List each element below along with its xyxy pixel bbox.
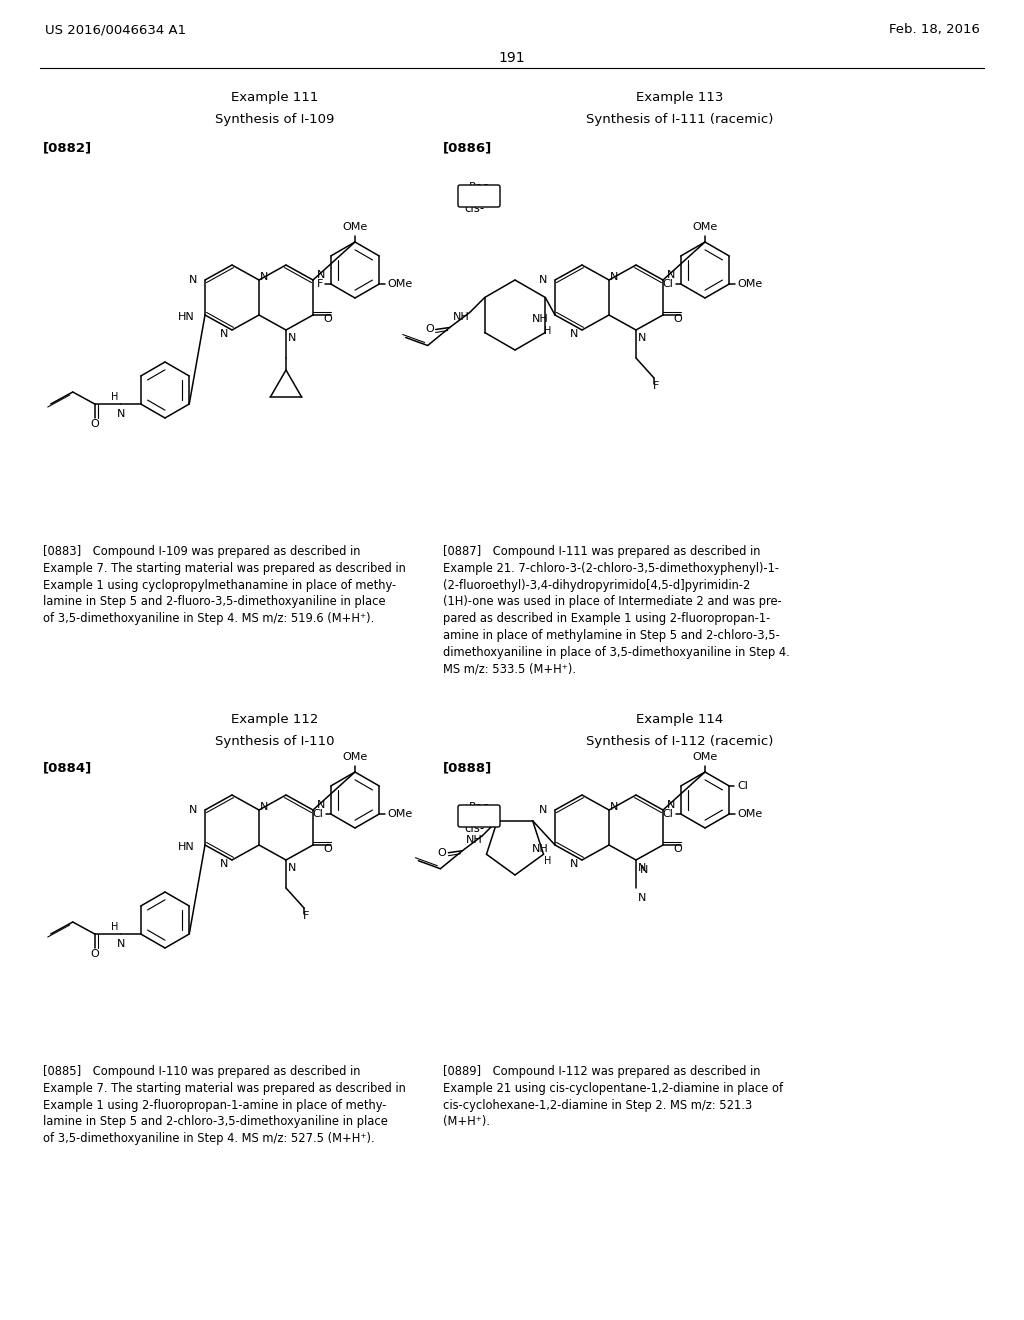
Text: Cl: Cl [312,809,323,818]
Text: NH: NH [532,843,549,854]
Text: US 2016/0046634 A1: US 2016/0046634 A1 [45,24,186,37]
Text: [0885] Compound I-110 was prepared as described in
Example 7. The starting mater: [0885] Compound I-110 was prepared as de… [43,1065,406,1146]
Text: N: N [539,805,547,814]
Text: O: O [323,314,332,323]
Text: OMe: OMe [692,752,718,762]
Text: Cl: Cl [737,781,749,791]
Text: Cl: Cl [662,279,673,289]
Text: N: N [569,859,578,869]
Text: Synthesis of I-111 (racemic): Synthesis of I-111 (racemic) [587,114,774,127]
Text: cis-: cis- [464,202,484,214]
Text: Rac: Rac [469,803,489,812]
Text: HN: HN [178,842,195,851]
Text: 191: 191 [499,51,525,65]
Text: Synthesis of I-110: Synthesis of I-110 [215,735,335,748]
Text: N: N [117,409,125,418]
FancyBboxPatch shape [458,805,500,828]
Text: Example 113: Example 113 [636,91,724,104]
Text: N: N [667,800,676,810]
Text: [0884]: [0884] [43,762,92,775]
Text: N: N [638,863,646,873]
Text: N: N [640,865,648,875]
Text: Cl: Cl [662,809,673,818]
Text: OMe: OMe [342,752,368,762]
Text: F: F [303,911,309,921]
Text: OMe: OMe [342,222,368,232]
Text: F: F [316,279,323,289]
Text: H: H [112,392,119,403]
Text: O: O [323,843,332,854]
Text: N: N [539,275,547,285]
Text: H: H [112,921,119,932]
Text: OMe: OMe [387,809,413,818]
Text: N: N [188,275,197,285]
Text: N: N [260,272,268,282]
Text: OMe: OMe [692,222,718,232]
Text: N: N [288,333,296,343]
Text: H: H [544,855,551,866]
Text: O: O [437,847,446,858]
Text: Synthesis of I-109: Synthesis of I-109 [215,114,335,127]
Text: O: O [673,843,682,854]
Text: N: N [569,329,578,339]
Text: NH: NH [532,314,549,323]
Text: Rac: Rac [469,182,489,191]
Text: N: N [260,803,268,812]
Text: F: F [653,381,659,391]
FancyBboxPatch shape [458,185,500,207]
Text: N: N [610,272,618,282]
Text: Example 112: Example 112 [231,714,318,726]
Text: NH: NH [453,312,470,322]
Text: [0889] Compound I-112 was prepared as described in
Example 21 using cis-cyclopen: [0889] Compound I-112 was prepared as de… [443,1065,783,1129]
Text: N: N [667,271,676,280]
Text: cis-: cis- [464,821,484,834]
Text: O: O [425,325,434,334]
Text: H: H [544,326,551,337]
Text: N: N [288,863,296,873]
Text: O: O [90,949,99,960]
Text: Synthesis of I-112 (racemic): Synthesis of I-112 (racemic) [587,735,774,748]
Text: Feb. 18, 2016: Feb. 18, 2016 [889,24,980,37]
Text: N: N [117,939,125,949]
Text: N: N [188,805,197,814]
Text: OMe: OMe [387,279,413,289]
Text: N: N [219,329,228,339]
Text: O: O [673,314,682,323]
Text: [0886]: [0886] [443,141,493,154]
Text: OMe: OMe [737,809,763,818]
Text: N: N [219,859,228,869]
Text: [0888]: [0888] [443,762,493,775]
Text: NH: NH [466,834,482,845]
Text: [0887] Compound I-111 was prepared as described in
Example 21. 7-chloro-3-(2-chl: [0887] Compound I-111 was prepared as de… [443,545,790,676]
Text: N: N [610,803,618,812]
Text: Example 114: Example 114 [636,714,724,726]
Text: OMe: OMe [737,279,763,289]
Text: N: N [317,800,326,810]
Text: [0882]: [0882] [43,141,92,154]
Text: N: N [317,271,326,280]
Text: [0883] Compound I-109 was prepared as described in
Example 7. The starting mater: [0883] Compound I-109 was prepared as de… [43,545,406,626]
Text: N: N [638,894,646,903]
Text: Example 111: Example 111 [231,91,318,104]
Text: N: N [638,333,646,343]
Text: HN: HN [178,312,195,322]
Text: O: O [90,418,99,429]
